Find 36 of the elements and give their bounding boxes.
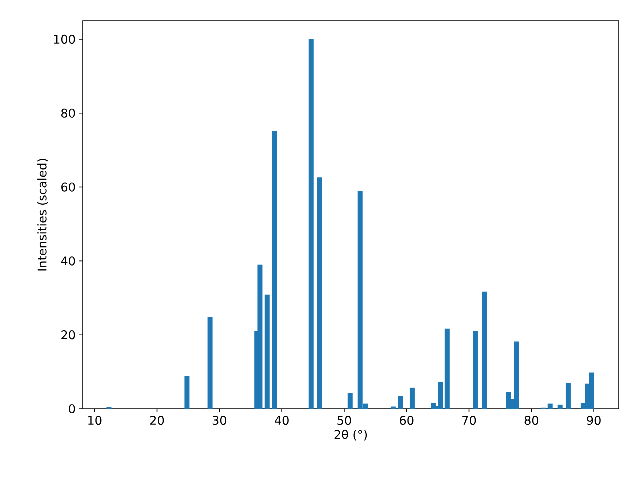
- y-tick-label: 80: [62, 108, 76, 118]
- x-tick-label: 10: [88, 416, 102, 426]
- bar: [317, 178, 322, 409]
- x-tick-label: 30: [212, 416, 226, 426]
- bar: [258, 264, 263, 409]
- y-tick-label: 40: [61, 256, 76, 266]
- bar: [444, 328, 450, 409]
- x-tick-label: 40: [275, 416, 289, 426]
- x-tick-label: 70: [462, 416, 476, 426]
- x-tick-label: 60: [400, 416, 414, 426]
- x-tick-label: 80: [524, 416, 538, 426]
- bar: [482, 292, 488, 409]
- bar: [558, 404, 563, 409]
- bar: [566, 383, 571, 409]
- bar: [548, 404, 553, 409]
- x-tick-label: 50: [338, 416, 352, 426]
- bar: [272, 131, 278, 409]
- y-tick-label: 20: [62, 330, 76, 340]
- x-tick-label: 20: [150, 416, 164, 426]
- bar: [398, 396, 404, 409]
- y-axis-title: Intensities (scaled): [38, 159, 48, 271]
- bar: [208, 316, 213, 409]
- bar: [472, 331, 478, 409]
- x-tick-label: 90: [587, 416, 601, 426]
- x-axis-title: 2θ (°): [334, 430, 368, 441]
- bar: [264, 294, 270, 409]
- bar: [514, 342, 520, 409]
- y-tick-label: 0: [69, 404, 76, 414]
- bar: [506, 392, 512, 409]
- bar: [308, 39, 314, 409]
- bar: [348, 393, 353, 409]
- y-tick-label: 100: [54, 34, 76, 44]
- bar: [410, 388, 415, 409]
- bar: [589, 372, 594, 409]
- bar: [184, 376, 190, 409]
- y-tick-label: 60: [62, 182, 76, 192]
